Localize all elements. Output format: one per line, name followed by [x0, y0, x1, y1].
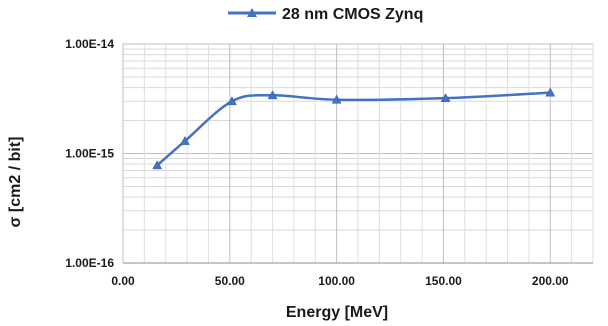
x-tick-label: 200.00 — [532, 274, 569, 288]
x-tick-label: 0.00 — [111, 274, 135, 288]
y-axis-title: σ [cm2 / bit] — [7, 137, 24, 228]
series — [152, 87, 556, 170]
axes — [122, 44, 593, 264]
y-tick-labels: 1.00E-16 1.00E-15 1.00E-14 — [65, 37, 114, 270]
data-point — [545, 87, 556, 97]
data-point — [152, 160, 163, 170]
data-point — [267, 90, 278, 100]
x-tick-label: 50.00 — [215, 274, 245, 288]
x-axis-title: Energy [MeV] — [286, 304, 388, 321]
x-tick-label: 100.00 — [318, 274, 355, 288]
data-point — [227, 96, 237, 106]
data-point — [180, 136, 190, 145]
y-tick-label: 1.00E-14 — [65, 37, 114, 51]
data-point — [440, 93, 451, 103]
series-line — [156, 91, 551, 167]
legend-label: 28 nm CMOS Zynq — [282, 6, 423, 23]
legend-marker — [247, 8, 257, 17]
grid — [122, 43, 594, 264]
legend: 28 nm CMOS Zynq — [228, 6, 423, 23]
x-tick-label: 150.00 — [425, 274, 462, 288]
data-point — [331, 94, 342, 104]
x-tick-labels: 0.00 50.00 100.00 150.00 200.00 — [111, 274, 569, 288]
y-tick-label: 1.00E-16 — [65, 256, 114, 270]
y-tick-label: 1.00E-15 — [65, 147, 114, 161]
